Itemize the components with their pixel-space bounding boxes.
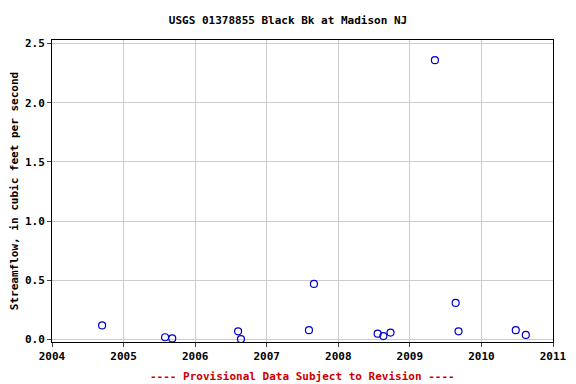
svg-text:2009: 2009	[397, 350, 424, 363]
svg-text:2007: 2007	[253, 350, 280, 363]
svg-text:2011: 2011	[540, 350, 567, 363]
svg-text:Streamflow, in cubic feet per: Streamflow, in cubic feet per second	[8, 72, 21, 310]
svg-text:2005: 2005	[110, 350, 137, 363]
svg-text:2010: 2010	[468, 350, 495, 363]
svg-text:0.0: 0.0	[25, 333, 45, 346]
svg-text:2008: 2008	[325, 350, 352, 363]
svg-text:0.5: 0.5	[25, 274, 45, 287]
svg-text:1.5: 1.5	[25, 156, 45, 169]
svg-text:---- Provisional Data Subject: ---- Provisional Data Subject to Revisio…	[150, 370, 455, 383]
svg-text:2.0: 2.0	[25, 97, 45, 110]
svg-text:2.5: 2.5	[25, 37, 45, 50]
svg-text:2004: 2004	[39, 350, 66, 363]
svg-text:USGS 01378855 Black Bk at Madi: USGS 01378855 Black Bk at Madison NJ	[169, 14, 407, 27]
svg-text:2006: 2006	[182, 350, 209, 363]
svg-text:1.0: 1.0	[25, 215, 45, 228]
